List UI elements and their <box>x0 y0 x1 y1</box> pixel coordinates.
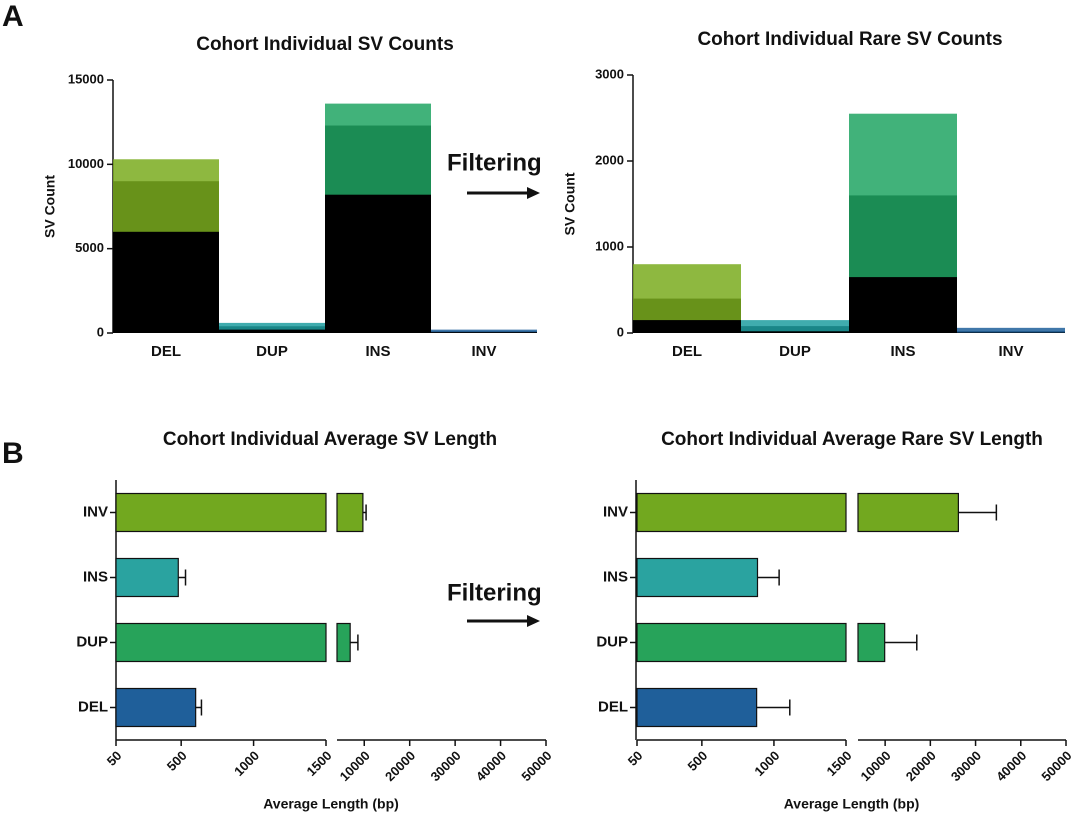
range-band <box>741 320 849 332</box>
y-tick-label: 3000 <box>595 66 624 81</box>
annotation: Filtering <box>447 149 542 176</box>
x-tick-label: 50 <box>625 748 646 769</box>
x-tick-label: INV <box>998 343 1023 360</box>
bar <box>115 687 197 728</box>
x-tick-label: INS <box>890 343 915 360</box>
x-tick-label: 1500 <box>303 748 334 779</box>
y-tick-label: DUP <box>596 633 628 650</box>
annotation: Filtering <box>447 579 542 606</box>
y-tick-label: DEL <box>78 698 108 715</box>
arrow-head <box>527 187 540 199</box>
y-tick-label: DUP <box>76 633 108 650</box>
x-tick-label: 20000 <box>903 748 939 784</box>
arrow-head <box>527 615 540 627</box>
panel-label: B <box>2 437 24 470</box>
range-band <box>849 113 957 278</box>
bar <box>115 557 179 598</box>
x-axis-label: Average Length (bp) <box>263 796 399 812</box>
y-tick-label: 10000 <box>68 156 104 171</box>
x-tick-label: 1000 <box>231 748 262 779</box>
bar <box>115 492 327 533</box>
x-tick-label: DEL <box>151 343 181 360</box>
y-axis-label: SV Count <box>42 175 58 238</box>
x-tick-label: 1000 <box>751 748 782 779</box>
y-tick-label: INV <box>83 503 108 520</box>
bar <box>636 492 847 533</box>
x-tick-label: INV <box>471 343 496 360</box>
y-tick-label: 2000 <box>595 152 624 167</box>
x-tick-label: DUP <box>256 343 288 360</box>
x-tick-label: 10000 <box>858 748 894 784</box>
x-tick-label: 10000 <box>337 748 373 784</box>
bar <box>636 622 847 663</box>
x-tick-label: DUP <box>779 343 811 360</box>
range-band <box>219 322 325 330</box>
bar <box>857 622 886 663</box>
x-tick-label: 40000 <box>993 748 1029 784</box>
x-tick-label: 50000 <box>1038 748 1074 784</box>
chart-title: Cohort Individual Average Rare SV Length <box>661 429 1043 450</box>
bar <box>857 492 959 533</box>
range-band <box>325 103 431 195</box>
x-tick-label: 20000 <box>382 748 418 784</box>
y-tick-label: 1000 <box>595 238 624 253</box>
x-tick-label: DEL <box>672 343 702 360</box>
x-tick-label: INS <box>365 343 390 360</box>
y-tick-label: 0 <box>617 324 624 339</box>
x-tick-label: 50000 <box>518 748 554 784</box>
chart-title: Cohort Individual SV Counts <box>196 34 454 55</box>
y-tick-label: INS <box>603 568 628 585</box>
bar <box>336 492 364 533</box>
panel-label: A <box>2 0 24 33</box>
y-tick-label: INV <box>603 503 628 520</box>
range-band <box>431 329 537 333</box>
bar <box>336 622 351 663</box>
y-tick-label: 0 <box>97 324 104 339</box>
range-band <box>113 159 219 232</box>
bar <box>636 557 759 598</box>
chart-title: Cohort Individual Average SV Length <box>163 429 497 450</box>
range-band <box>957 327 1065 333</box>
y-tick-label: 15000 <box>68 71 104 86</box>
bar <box>115 622 327 663</box>
y-axis-label: SV Count <box>562 172 578 235</box>
x-tick-label: 50 <box>104 748 125 769</box>
x-tick-label: 500 <box>684 748 710 774</box>
bar <box>636 687 758 728</box>
x-tick-label: 500 <box>164 748 190 774</box>
y-tick-label: INS <box>83 568 108 585</box>
x-tick-label: 40000 <box>473 748 509 784</box>
y-tick-label: 5000 <box>75 240 104 255</box>
x-tick-label: 30000 <box>428 748 464 784</box>
x-axis-label: Average Length (bp) <box>784 796 920 812</box>
x-tick-label: 1500 <box>823 748 854 779</box>
range-band <box>633 264 741 321</box>
x-tick-label: 30000 <box>948 748 984 784</box>
y-tick-label: DEL <box>598 698 628 715</box>
chart-title: Cohort Individual Rare SV Counts <box>697 29 1002 50</box>
